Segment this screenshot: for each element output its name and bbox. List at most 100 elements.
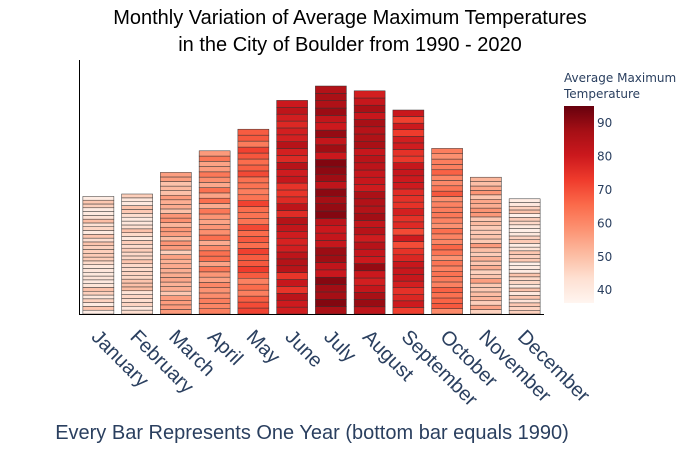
year-segment	[470, 282, 502, 288]
year-segment	[160, 304, 192, 310]
year-segment	[160, 249, 192, 255]
year-segment	[198, 161, 231, 167]
year-segment	[82, 302, 115, 307]
colorbar: Average Maximum Temperature 40 50 60 70 80 90	[563, 71, 676, 303]
year-segment	[315, 240, 347, 249]
year-segment	[198, 245, 231, 252]
year-segment	[315, 262, 347, 271]
year-segment	[198, 213, 231, 220]
year-segment	[276, 162, 308, 170]
year-segment	[315, 85, 347, 94]
year-segment	[82, 211, 115, 216]
year-segment	[121, 302, 153, 307]
year-segment	[160, 213, 192, 219]
year-segment	[160, 281, 192, 287]
year-segment	[353, 97, 386, 106]
year-segment	[353, 292, 386, 300]
year-segment	[353, 162, 386, 171]
year-segment	[353, 104, 386, 113]
year-segment	[392, 287, 425, 295]
year-segment	[353, 126, 386, 135]
x-axis-label: Every Bar Represents One Year (bottom ba…	[55, 422, 569, 444]
year-segment	[237, 158, 270, 166]
year-segment	[121, 228, 153, 233]
year-segment	[237, 266, 270, 273]
year-segment	[276, 120, 308, 129]
year-segment	[353, 191, 386, 200]
year-segment	[431, 222, 463, 229]
year-segment	[508, 250, 541, 255]
year-segment	[431, 169, 463, 176]
year-segment	[353, 112, 386, 120]
year-segment	[470, 247, 502, 253]
year-segment	[82, 230, 115, 235]
year-segment	[198, 255, 231, 262]
year-segment	[392, 267, 425, 275]
year-segment	[508, 258, 541, 263]
year-segment	[82, 279, 115, 284]
year-segment	[82, 215, 115, 220]
year-segment	[508, 310, 541, 315]
year-segment	[198, 224, 231, 231]
year-segment	[508, 302, 541, 307]
year-segment	[392, 247, 425, 256]
year-segment	[276, 113, 308, 122]
year-segment	[121, 216, 153, 222]
year-segment	[315, 269, 347, 278]
year-segment	[276, 265, 308, 273]
year-segment	[237, 289, 270, 297]
year-segment	[198, 155, 231, 162]
year-segment	[237, 188, 270, 196]
year-segment	[121, 247, 153, 253]
year-segment	[353, 90, 386, 99]
year-segment	[198, 218, 231, 225]
year-segment	[353, 169, 386, 178]
year-segment	[392, 215, 425, 223]
year-segment	[198, 297, 231, 304]
year-segment	[315, 137, 347, 146]
year-segment	[315, 196, 347, 204]
year-segment	[198, 234, 231, 241]
year-segment	[160, 263, 192, 269]
year-segment	[392, 109, 425, 117]
year-segment	[82, 260, 115, 265]
colorbar-tick-label: 40	[597, 283, 612, 297]
year-segment	[198, 292, 231, 299]
year-segment	[198, 166, 231, 173]
year-segment	[392, 294, 425, 302]
year-segment	[508, 209, 541, 214]
year-segment	[353, 119, 386, 128]
year-segment	[276, 279, 308, 287]
year-segment	[508, 284, 541, 289]
year-segment	[121, 306, 153, 311]
year-segment	[470, 216, 502, 222]
year-segment	[431, 233, 463, 240]
year-segment	[276, 203, 308, 211]
year-segment	[315, 254, 347, 263]
year-segment	[392, 261, 425, 269]
year-segment	[508, 220, 541, 226]
year-segment	[353, 205, 386, 214]
colorbar-title-line2: Temperature	[563, 87, 640, 101]
year-segment	[121, 271, 153, 276]
year-segment	[82, 196, 115, 201]
year-segment	[82, 207, 115, 212]
year-segment	[315, 299, 347, 307]
year-segment	[198, 171, 231, 178]
year-segment	[315, 284, 347, 293]
year-segment	[121, 278, 153, 284]
year-segment	[315, 166, 347, 175]
year-segment	[82, 290, 115, 296]
year-segment	[198, 192, 231, 199]
year-segment	[198, 276, 231, 283]
year-segment	[353, 306, 386, 315]
year-segment	[276, 182, 308, 191]
year-segment	[276, 306, 308, 315]
year-segment	[470, 304, 502, 310]
year-segment	[353, 155, 386, 164]
year-segment	[237, 283, 270, 291]
year-segment	[160, 222, 192, 228]
year-segment	[353, 234, 386, 243]
year-segment	[392, 136, 425, 144]
